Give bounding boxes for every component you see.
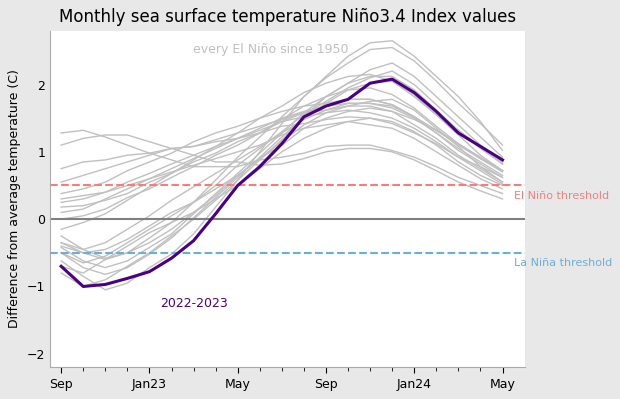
- Title: Monthly sea surface temperature Niño3.4 Index values: Monthly sea surface temperature Niño3.4 …: [59, 8, 516, 26]
- Text: El Niño threshold: El Niño threshold: [513, 191, 609, 201]
- Text: 2022-2023: 2022-2023: [161, 296, 228, 310]
- Text: every El Niño since 1950: every El Niño since 1950: [193, 43, 348, 56]
- Y-axis label: Difference from average temperature (C): Difference from average temperature (C): [8, 69, 21, 328]
- Text: La Niña threshold: La Niña threshold: [513, 258, 612, 268]
